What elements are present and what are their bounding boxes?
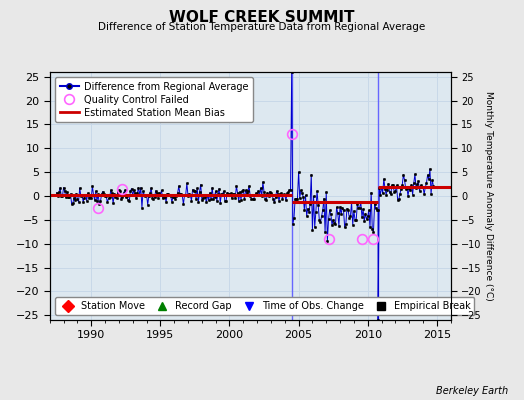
Legend: Station Move, Record Gap, Time of Obs. Change, Empirical Break: Station Move, Record Gap, Time of Obs. C… — [54, 297, 474, 315]
Text: WOLF CREEK SUMMIT: WOLF CREEK SUMMIT — [169, 10, 355, 25]
Text: Berkeley Earth: Berkeley Earth — [436, 386, 508, 396]
Y-axis label: Monthly Temperature Anomaly Difference (°C): Monthly Temperature Anomaly Difference (… — [485, 91, 494, 301]
Text: Difference of Station Temperature Data from Regional Average: Difference of Station Temperature Data f… — [99, 22, 425, 32]
